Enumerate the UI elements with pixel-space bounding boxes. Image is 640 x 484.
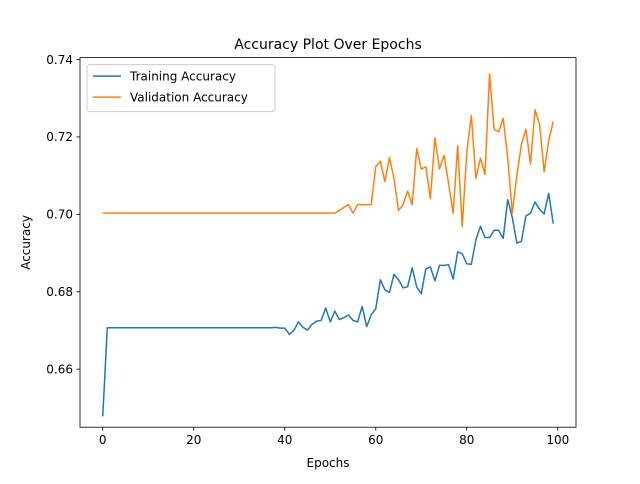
y-tick-label: 0.68	[46, 285, 73, 299]
legend: Training Accuracy Validation Accuracy	[86, 64, 276, 113]
x-tick-label: 40	[277, 433, 292, 447]
legend-label: Training Accuracy	[129, 69, 236, 83]
series-line-training	[102, 192, 554, 417]
x-tick-label: 20	[186, 433, 201, 447]
x-tick-label: 100	[546, 433, 569, 447]
y-tick-label: 0.74	[46, 53, 73, 67]
y-tick-label: 0.70	[46, 208, 73, 222]
y-tick-label: 0.66	[46, 362, 73, 376]
series-line-validation	[102, 73, 554, 228]
x-axis-label: Epochs	[307, 456, 350, 470]
x-tick-label: 60	[368, 433, 383, 447]
x-tick-label: 80	[459, 433, 474, 447]
plot-frame	[79, 57, 577, 428]
legend-box	[86, 64, 276, 113]
x-tick-label: 0	[99, 433, 107, 447]
chart-title: Accuracy Plot Over Epochs	[234, 37, 422, 53]
axis-ticks: 0 20 40 60 80 100 0.66 0.68 0.70 0.72 0.74	[46, 53, 569, 447]
legend-label: Validation Accuracy	[130, 90, 248, 104]
series-lines	[102, 73, 554, 417]
y-tick-label: 0.72	[46, 130, 73, 144]
y-axis-label: Accuracy	[19, 215, 33, 270]
